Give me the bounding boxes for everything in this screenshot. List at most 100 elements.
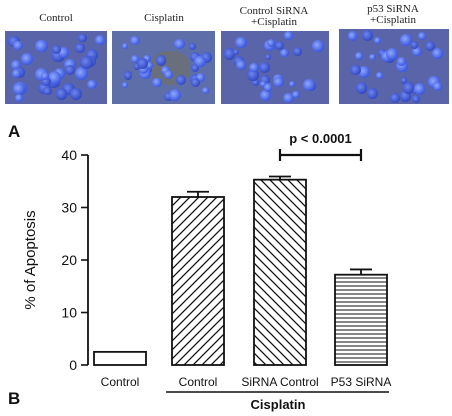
nucleus: [280, 48, 289, 58]
nucleus: [80, 56, 94, 70]
nucleus: [235, 37, 247, 49]
nucleus: [259, 61, 271, 73]
nucleus: [95, 35, 106, 46]
nucleus: [249, 62, 259, 73]
nucleus: [200, 51, 213, 64]
panel-label-b: B: [8, 389, 21, 408]
nucleus: [11, 59, 22, 70]
bar: [93, 350, 147, 366]
nucleus: [191, 78, 201, 88]
nucleus: [41, 76, 51, 87]
nucleus: [247, 69, 259, 81]
nucleus: [175, 74, 187, 86]
nucleus: [354, 51, 363, 60]
nucleus: [64, 58, 76, 70]
nucleus: [169, 89, 182, 102]
nucleus: [121, 81, 129, 89]
nucleus: [58, 47, 69, 58]
nucleus: [350, 64, 361, 76]
micrograph-label-p53-sirna: p53 SiRNA +Cisplatin: [338, 4, 448, 26]
nucleus: [386, 47, 399, 60]
micrograph-label-cisplatin: Cisplatin: [144, 12, 184, 24]
nucleus: [417, 31, 426, 40]
nucleus: [136, 57, 149, 70]
nucleus: [399, 90, 412, 102]
x-tick-label: Control: [179, 375, 218, 389]
nucleus: [273, 76, 284, 88]
nucleus: [260, 81, 267, 88]
y-tick-label: 30: [61, 200, 77, 216]
nucleus: [396, 56, 406, 66]
bar: [334, 273, 388, 366]
nucleus: [195, 73, 205, 83]
nucleus: [51, 45, 61, 55]
nucleus: [412, 46, 423, 57]
nucleus: [122, 42, 129, 49]
nucleus: [77, 33, 87, 43]
nucleus: [232, 48, 239, 55]
nucleus: [410, 41, 418, 49]
nucleus: [152, 77, 162, 88]
nucleus: [12, 83, 25, 95]
x-tick-label: SiRNA Control: [241, 375, 318, 389]
micrograph-image-cisplatin: [112, 31, 215, 104]
nucleus: [190, 64, 199, 73]
nucleus: [11, 69, 21, 79]
nucleus: [400, 33, 413, 46]
nucleus: [355, 82, 368, 94]
nucleus: [431, 47, 444, 59]
nucleus: [311, 40, 324, 53]
nucleus: [347, 31, 357, 41]
nucleus: [263, 82, 273, 92]
nucleus: [362, 29, 373, 41]
nucleus: [303, 78, 315, 91]
nucleus: [293, 47, 303, 56]
nucleus: [373, 37, 382, 45]
nucleus: [260, 89, 272, 101]
nucleus: [369, 53, 376, 60]
nucleus: [75, 67, 89, 81]
nucleus: [86, 79, 97, 90]
nucleus: [358, 66, 370, 79]
panel-label-a: A: [8, 122, 21, 141]
nucleus: [143, 54, 151, 63]
bar: [171, 196, 225, 366]
nucleus: [156, 55, 167, 66]
nucleus: [428, 75, 440, 88]
nucleus: [35, 40, 48, 53]
micrograph-image-control: [5, 31, 107, 104]
nucleus: [274, 41, 284, 50]
nucleus: [260, 74, 271, 86]
nucleus: [43, 86, 52, 96]
micrograph-image-p53-sirna-cisplatin: [339, 29, 449, 104]
nucleus: [413, 83, 426, 95]
nucleus: [202, 86, 209, 94]
nucleus: [146, 62, 153, 69]
nucleus: [14, 93, 23, 102]
nucleus: [13, 40, 23, 51]
micrograph-label-line: p53 SiRNA: [367, 3, 419, 15]
nucleus: [376, 72, 383, 79]
nucleus: [130, 35, 140, 46]
nucleus: [289, 80, 296, 88]
nucleus: [20, 52, 34, 65]
y-tick-label: 10: [61, 305, 77, 321]
nucleus: [389, 93, 400, 103]
nucleus: [425, 41, 436, 51]
nucleus: [174, 39, 185, 50]
nucleus: [69, 87, 82, 100]
nucleus: [284, 31, 293, 41]
nucleus: [55, 88, 68, 100]
nucleus: [252, 79, 259, 87]
y-tick-label: 20: [61, 252, 77, 268]
nucleus: [188, 42, 196, 50]
x-tick-label: Control: [101, 375, 140, 389]
micrograph-image-control-sirna-cisplatin: [221, 31, 329, 104]
bar: [253, 178, 307, 366]
significance-label: p < 0.0001: [289, 131, 352, 146]
nucleus: [432, 81, 443, 92]
nucleus: [291, 90, 300, 99]
y-tick-label: 40: [61, 147, 77, 163]
micrograph-label-line: +Cisplatin: [251, 16, 297, 28]
